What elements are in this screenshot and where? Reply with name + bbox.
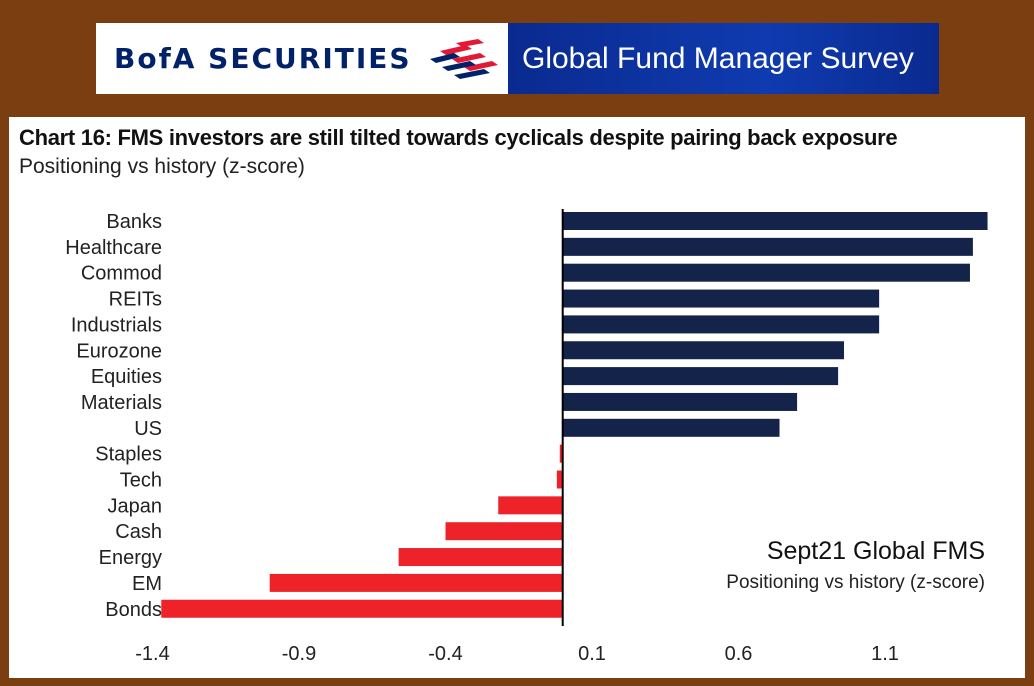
brand-name: BofA SECURITIES <box>114 42 412 75</box>
category-label: Tech <box>120 470 162 492</box>
x-tick-label: -0.4 <box>428 643 462 665</box>
x-tick-label: -0.9 <box>282 643 316 665</box>
category-label: Commod <box>81 263 162 285</box>
x-tick-label: 1.1 <box>871 643 899 665</box>
bar-chart: Banks Healthcare Commod REITs Industrials Eur… <box>65 209 988 665</box>
bar-banks <box>562 212 988 230</box>
bar-us <box>562 418 780 437</box>
category-label: Equities <box>91 366 162 388</box>
bar-energy <box>398 548 563 567</box>
category-label: Materials <box>81 392 162 414</box>
bar-tech <box>556 470 563 489</box>
category-label: Banks <box>106 211 162 233</box>
bofa-flag-icon <box>429 38 498 79</box>
x-tick-label: 0.1 <box>578 643 606 665</box>
bar-industrials <box>562 315 880 334</box>
survey-title: Global Fund Manager Survey <box>522 41 914 75</box>
category-label: EM <box>132 573 162 595</box>
category-label: Industrials <box>71 314 162 336</box>
bar-equities <box>562 367 839 386</box>
category-label: Japan <box>108 495 163 517</box>
category-label: US <box>134 418 162 440</box>
bar-eurozone <box>562 341 844 360</box>
category-label: Healthcare <box>65 237 162 259</box>
bar-bonds <box>161 599 563 618</box>
bar-commod <box>562 263 970 282</box>
brand-block: BofA SECURITIES <box>96 23 508 94</box>
survey-banner: Global Fund Manager Survey <box>508 23 939 94</box>
bar-reits <box>562 289 880 308</box>
chart-title: Chart 16: FMS investors are still tilted… <box>19 125 898 150</box>
x-tick-label: 0.6 <box>725 643 753 665</box>
annotation-subtitle: Positioning vs history (z-score) <box>726 572 985 593</box>
bar-staples <box>559 444 563 463</box>
bar-japan <box>498 496 563 515</box>
chart-subtitle: Positioning vs history (z-score) <box>19 155 305 178</box>
bar-cash <box>445 522 563 541</box>
annotation-title: Sept21 Global FMS <box>767 537 985 565</box>
category-label: Eurozone <box>76 340 162 362</box>
category-label: Staples <box>95 444 162 466</box>
category-label: Bonds <box>105 599 162 621</box>
category-label: REITs <box>109 289 162 311</box>
x-tick-label: -1.4 <box>135 643 169 665</box>
bar-em <box>269 573 563 592</box>
report-header: BofA SECURITIES Global Fund Manager Surv… <box>96 23 939 94</box>
bar-materials <box>562 392 798 411</box>
bar-healthcare <box>562 237 973 256</box>
category-label: Cash <box>115 521 162 543</box>
chart-panel: Chart 16: FMS investors are still tilted… <box>9 117 1025 678</box>
category-label: Energy <box>99 547 162 569</box>
